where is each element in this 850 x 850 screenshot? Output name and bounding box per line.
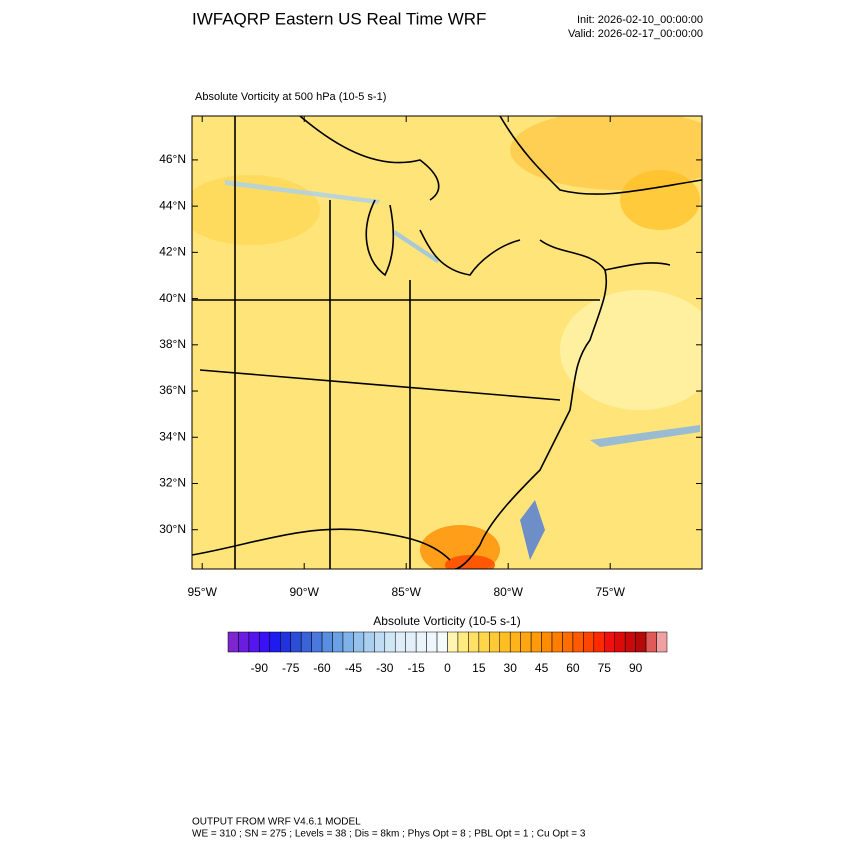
colorbar-label: -15	[407, 661, 425, 675]
colorbar-title: Absolute Vorticity (10-5 s-1)	[373, 614, 520, 628]
colorbar-box	[248, 631, 260, 653]
lon-label: 95°W	[187, 585, 217, 599]
colorbar-box	[290, 631, 302, 653]
colorbar-box	[353, 631, 365, 653]
map-field	[192, 116, 702, 569]
colorbar-box	[321, 631, 333, 653]
colorbar-box	[562, 631, 574, 653]
footer-line: WE = 310 ; SN = 275 ; Levels = 38 ; Dis …	[192, 829, 586, 840]
colorbar-box	[656, 631, 668, 653]
colorbar-box	[415, 631, 427, 653]
colorbar-box	[635, 631, 647, 653]
colorbar-box	[583, 631, 595, 653]
colorbar-box	[269, 631, 281, 653]
colorbar-box	[604, 631, 615, 653]
colorbar-box	[332, 631, 344, 653]
colorbar-box	[530, 631, 542, 653]
colorbar-box	[363, 631, 375, 653]
colorbar-box	[572, 631, 584, 653]
colorbar-box	[489, 631, 501, 653]
lon-label: 90°W	[289, 585, 319, 599]
lon-label: 80°W	[493, 585, 523, 599]
lon-label: 85°W	[391, 585, 421, 599]
lat-label: 42°N	[159, 245, 186, 259]
colorbar-label: 30	[504, 661, 518, 675]
colorbar-box	[541, 631, 553, 653]
colorbar-box	[342, 631, 354, 653]
colorbar-box	[520, 631, 532, 653]
map-title: Absolute Vorticity at 500 hPa (10-5 s-1)	[195, 91, 386, 103]
footer-line: OUTPUT FROM WRF V4.6.1 MODEL	[192, 817, 361, 828]
colorbar-label: 90	[629, 661, 643, 675]
colorbar-box	[227, 631, 239, 653]
valid-time: Valid: 2026-02-17_00:00:00	[568, 28, 703, 40]
main-title: IWFAQRP Eastern US Real Time WRF	[192, 9, 486, 28]
lat-label: 32°N	[159, 476, 186, 490]
colorbar-box	[311, 631, 323, 653]
colorbar-label: 60	[566, 661, 580, 675]
colorbar-box	[259, 631, 271, 653]
lat-label: 30°N	[159, 522, 186, 536]
lat-label: 38°N	[159, 337, 186, 351]
colorbar-box	[238, 631, 250, 653]
colorbar-box	[374, 631, 386, 653]
colorbar-box	[499, 631, 511, 653]
lat-label: 36°N	[159, 383, 186, 397]
colorbar-label: -90	[251, 661, 269, 675]
colorbar-box	[645, 631, 657, 653]
colorbar-box	[426, 631, 438, 653]
colorbar-label: -60	[313, 661, 331, 675]
map-frame	[191, 115, 703, 570]
colorbar-box	[394, 631, 406, 653]
lon-label: 75°W	[595, 585, 625, 599]
colorbar-label: 0	[444, 661, 451, 675]
colorbar-box	[624, 631, 636, 653]
lat-label: 40°N	[159, 291, 186, 305]
colorbar-label: -45	[345, 661, 363, 675]
colorbar-label: 45	[535, 661, 549, 675]
lat-label: 46°N	[159, 152, 186, 166]
colorbar-box	[468, 631, 480, 653]
colorbar-label: -30	[376, 661, 394, 675]
colorbar-box	[447, 631, 459, 653]
colorbar-label: -75	[282, 661, 300, 675]
colorbar-box	[509, 631, 521, 653]
colorbar-box	[457, 631, 469, 653]
colorbar-label: 75	[598, 661, 612, 675]
colorbar-box	[614, 631, 626, 653]
colorbar-box	[551, 631, 563, 653]
colorbar-box	[478, 631, 490, 653]
colorbar-label: 15	[472, 661, 486, 675]
colorbar-box	[593, 631, 605, 653]
colorbar-box	[300, 631, 312, 653]
init-time: Init: 2026-02-10_00:00:00	[577, 14, 703, 26]
colorbar-box	[405, 631, 417, 653]
colorbar-box	[280, 631, 291, 653]
colorbar-box	[436, 631, 448, 653]
lat-label: 44°N	[159, 198, 186, 212]
colorbar-box	[384, 631, 396, 653]
lat-label: 34°N	[159, 429, 186, 443]
